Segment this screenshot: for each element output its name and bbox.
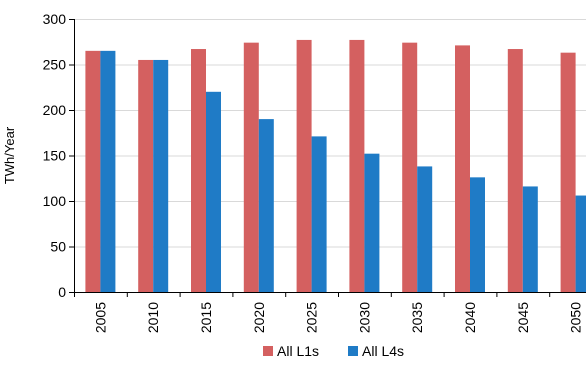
axes [69, 19, 586, 297]
bar-all-l1s-2035 [402, 42, 418, 292]
y-tick-label: 0 [58, 284, 66, 300]
bar-all-l1s-2005 [85, 50, 101, 292]
legend-swatch-all-l1s [263, 346, 273, 356]
x-tick-label: 2010 [145, 302, 161, 333]
bar-all-l1s-2050 [560, 52, 576, 292]
x-tick-label: 2050 [568, 302, 584, 333]
bar-all-l1s-2015 [191, 49, 206, 292]
bar-all-l4s-2025 [311, 136, 327, 292]
x-tick-label: 2015 [198, 302, 214, 333]
bar-all-l1s-2045 [507, 49, 523, 292]
bar-all-l4s-2015 [206, 91, 221, 292]
legend-swatch-all-l4s [348, 346, 358, 356]
bar-all-l1s-2040 [455, 45, 470, 292]
bar-all-l4s-2035 [417, 166, 433, 292]
bar-all-l1s-2020 [243, 42, 259, 292]
y-tick-label: 200 [43, 102, 67, 118]
y-tick-label: 50 [50, 239, 66, 255]
x-tick-labels: 2005 2010 2015 2020 2025 2030 2035 2040 2045 2050 [92, 302, 583, 333]
x-tick-label: 2035 [409, 302, 425, 333]
bars [85, 39, 586, 293]
bar-all-l4s-2030 [364, 153, 380, 292]
bar-all-l4s-2005 [100, 50, 116, 292]
bar-all-l4s-2050 [575, 195, 586, 292]
y-axis-label: TWh/Year [2, 126, 17, 184]
y-tick-label: 150 [43, 148, 67, 164]
legend-label-all-l4s: All L4s [362, 343, 404, 359]
x-tick-label: 2040 [462, 302, 478, 333]
x-tick-label: 2025 [304, 302, 320, 333]
y-tick-label: 300 [43, 11, 67, 27]
y-tick-label: 100 [43, 193, 67, 209]
x-tick-label: 2045 [515, 302, 531, 333]
bar-all-l4s-2040 [470, 177, 485, 292]
bar-all-l4s-2045 [522, 186, 538, 292]
bar-all-l4s-2020 [258, 119, 274, 292]
legend: All L1s All L4s [263, 343, 404, 359]
y-tick-label: 250 [43, 57, 67, 73]
bar-all-l1s-2030 [349, 39, 365, 293]
bar-all-l1s-2025 [296, 39, 312, 293]
x-tick-label: 2030 [356, 302, 372, 333]
y-tick-labels: 0 50 100 150 200 250 300 [43, 11, 67, 300]
legend-label-all-l1s: All L1s [277, 343, 319, 359]
bar-all-l1s-2010 [138, 59, 154, 293]
x-tick-label: 2020 [251, 302, 267, 333]
x-tick-label: 2005 [92, 302, 108, 333]
bar-all-l4s-2010 [153, 59, 169, 293]
